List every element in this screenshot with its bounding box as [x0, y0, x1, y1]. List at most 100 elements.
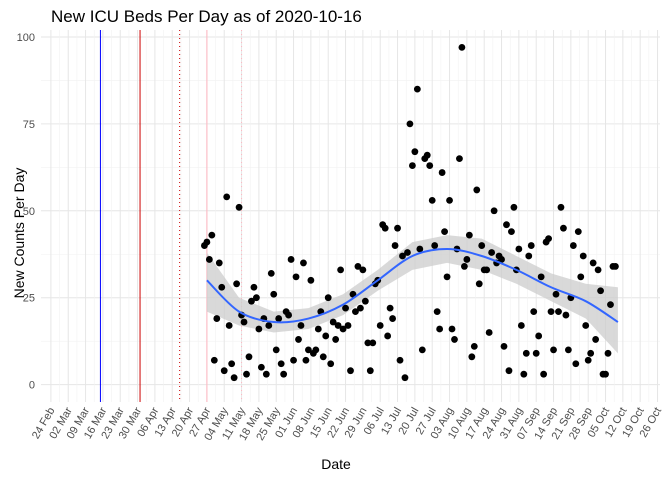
data-point — [322, 332, 330, 340]
data-point — [389, 315, 396, 322]
data-point — [416, 245, 424, 253]
data-point — [547, 308, 555, 316]
reference-lines — [99, 30, 243, 402]
data-point — [456, 155, 463, 163]
data-point — [436, 325, 444, 333]
data-point — [334, 322, 342, 329]
data-point — [582, 322, 590, 329]
data-point — [612, 263, 619, 270]
data-point — [302, 356, 310, 364]
data-point — [579, 252, 587, 260]
data-point — [352, 308, 359, 316]
data-point — [307, 276, 315, 284]
data-point — [364, 339, 372, 347]
data-point — [428, 196, 436, 204]
data-point — [342, 304, 349, 312]
data-point — [525, 252, 533, 260]
data-point — [394, 224, 401, 232]
data-point — [230, 374, 238, 382]
data-point — [285, 311, 292, 319]
data-point — [280, 370, 288, 378]
data-point — [297, 322, 305, 329]
scatter-points — [201, 43, 619, 382]
data-point — [587, 349, 595, 357]
data-point — [594, 266, 602, 274]
data-point — [597, 287, 604, 295]
data-point — [508, 228, 515, 236]
data-point — [441, 228, 448, 236]
data-point — [292, 273, 300, 281]
data-point — [460, 263, 468, 270]
data-point — [485, 329, 493, 336]
data-point — [391, 242, 399, 249]
data-point — [475, 280, 483, 288]
data-point — [443, 273, 451, 281]
data-point — [319, 353, 327, 361]
data-point — [220, 367, 228, 375]
data-point — [404, 249, 411, 256]
data-point — [451, 336, 458, 343]
data-point — [384, 332, 392, 340]
data-point — [255, 325, 263, 333]
data-point — [228, 360, 236, 368]
data-point — [465, 231, 473, 239]
data-point — [527, 242, 535, 249]
data-point — [272, 346, 280, 354]
data-point — [498, 256, 505, 263]
data-point — [500, 342, 508, 350]
data-point — [369, 339, 377, 347]
data-point — [545, 235, 552, 242]
data-point — [300, 259, 307, 267]
data-point — [446, 196, 453, 204]
data-point — [376, 322, 384, 329]
data-point — [215, 259, 223, 267]
data-point — [448, 325, 456, 333]
data-point — [577, 273, 585, 281]
data-point — [324, 294, 332, 302]
data-point — [327, 360, 335, 368]
data-point — [275, 315, 283, 322]
data-point — [468, 353, 476, 361]
data-point — [396, 356, 404, 364]
data-point — [540, 370, 548, 378]
y-axis-ticks: 0 25 50 75 100 — [17, 32, 35, 392]
data-point — [584, 356, 592, 364]
data-point — [522, 349, 530, 357]
data-point — [205, 256, 213, 263]
data-point — [574, 228, 582, 236]
data-point — [337, 266, 344, 274]
data-point — [604, 349, 612, 357]
data-point — [359, 266, 367, 274]
data-point — [357, 304, 364, 312]
data-point — [411, 148, 419, 156]
data-point — [257, 363, 265, 371]
data-point — [240, 318, 248, 326]
data-point — [344, 322, 352, 329]
y-tick-label: 100 — [17, 32, 35, 44]
data-point — [473, 186, 481, 194]
data-point — [537, 273, 545, 281]
data-point — [347, 367, 354, 375]
data-point — [339, 325, 347, 333]
y-tick-label: 25 — [23, 293, 35, 305]
data-point — [418, 346, 426, 354]
y-tick-label: 50 — [23, 206, 35, 218]
data-point — [503, 221, 510, 229]
confidence-band — [206, 235, 618, 354]
data-point — [490, 207, 498, 215]
data-point — [572, 360, 580, 368]
data-point — [470, 342, 478, 350]
data-point — [517, 322, 525, 329]
data-point — [557, 203, 565, 211]
data-point — [253, 294, 260, 302]
data-point — [433, 308, 441, 316]
data-point — [267, 269, 275, 277]
trend-line — [206, 248, 619, 324]
data-point — [530, 308, 538, 316]
trend-confidence-band — [206, 235, 618, 354]
data-point — [208, 231, 216, 239]
data-point — [607, 301, 614, 309]
chart-title: New ICU Beds Per Day as of 2020-10-16 — [51, 7, 362, 26]
